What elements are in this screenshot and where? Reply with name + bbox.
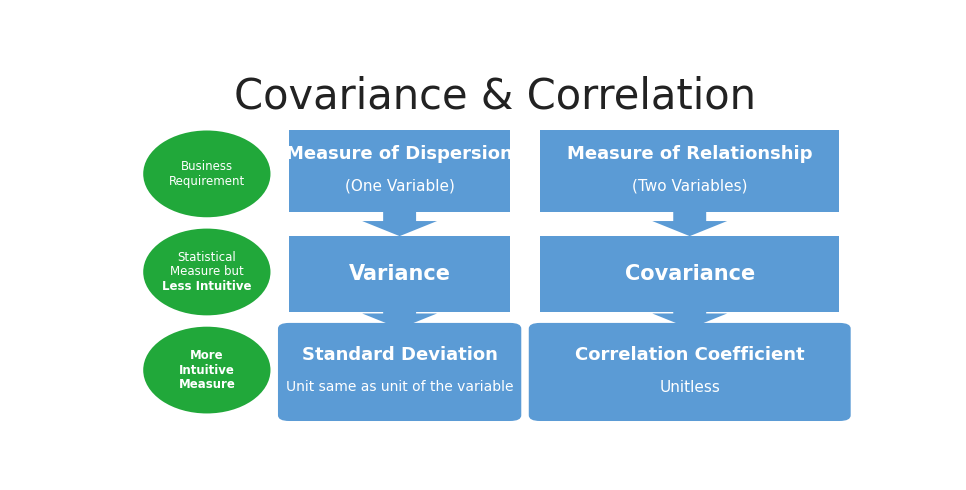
Text: Measure but: Measure but [170, 266, 243, 278]
Text: Unit same as unit of the variable: Unit same as unit of the variable [286, 380, 513, 394]
Text: Unitless: Unitless [659, 380, 721, 394]
Text: Measure: Measure [179, 378, 236, 391]
Text: More: More [190, 349, 224, 362]
Text: Measure of Relationship: Measure of Relationship [567, 145, 812, 163]
FancyBboxPatch shape [278, 323, 522, 421]
Polygon shape [652, 312, 727, 329]
Ellipse shape [143, 327, 270, 414]
Text: Covariance: Covariance [625, 264, 754, 284]
Text: Less Intuitive: Less Intuitive [162, 280, 251, 293]
Text: Intuitive: Intuitive [179, 364, 235, 377]
Text: (One Variable): (One Variable) [345, 179, 455, 194]
Text: Standard Deviation: Standard Deviation [301, 346, 497, 364]
Polygon shape [362, 312, 437, 329]
FancyBboxPatch shape [289, 130, 510, 212]
Ellipse shape [143, 130, 270, 217]
Text: Business: Business [181, 160, 233, 173]
Polygon shape [652, 212, 727, 236]
Polygon shape [362, 212, 437, 236]
Text: Requirement: Requirement [169, 174, 245, 188]
FancyBboxPatch shape [540, 236, 839, 312]
FancyBboxPatch shape [528, 323, 851, 421]
Text: (Two Variables): (Two Variables) [632, 179, 748, 194]
Text: Variance: Variance [349, 264, 450, 284]
FancyBboxPatch shape [540, 130, 839, 212]
Text: Statistical: Statistical [178, 251, 237, 264]
Text: Covariance & Correlation: Covariance & Correlation [234, 76, 756, 118]
Ellipse shape [143, 228, 270, 316]
FancyBboxPatch shape [289, 236, 510, 312]
Text: Measure of Dispersion: Measure of Dispersion [286, 145, 513, 163]
Text: Correlation Coefficient: Correlation Coefficient [575, 346, 805, 364]
